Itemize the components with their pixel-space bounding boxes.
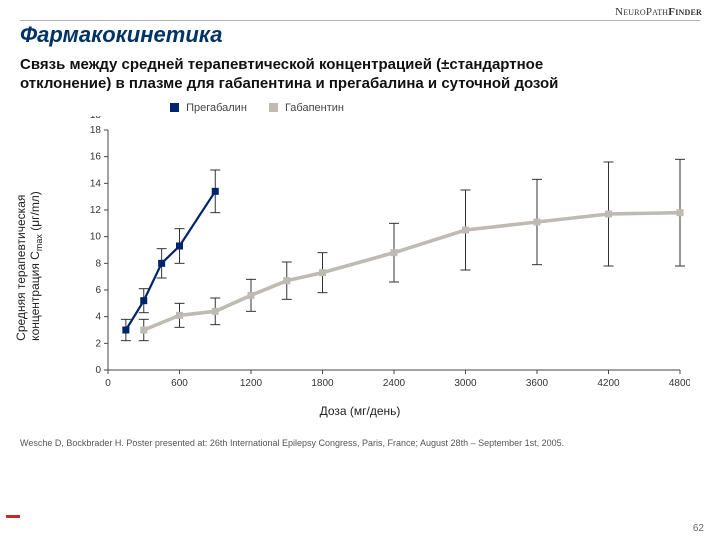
svg-text:3000: 3000 — [454, 378, 477, 389]
brand-part2: Path — [646, 6, 668, 18]
chart-svg: 0 2 4 6 8 10 12 14 16 18 18 0 600 1200 1800 2400 3000 360… — [80, 116, 690, 396]
accent-line — [6, 515, 20, 518]
brand-logo: NeuroPathFinder — [615, 6, 702, 18]
svg-text:8: 8 — [95, 258, 101, 269]
page-title: Фармакокинетика — [20, 22, 700, 48]
citation-text: Wesche D, Bockbrader H. Poster presented… — [20, 438, 700, 449]
legend-item-pregabalin: Прегабалин — [170, 102, 247, 114]
svg-text:2: 2 — [95, 338, 101, 349]
brand-part1: Neuro — [615, 6, 646, 18]
svg-text:1200: 1200 — [240, 378, 263, 389]
brand-part3: Finder — [668, 6, 702, 18]
svg-text:14: 14 — [90, 178, 102, 189]
ylabel-line2-suffix: (μг/mл) — [28, 191, 42, 234]
svg-text:18: 18 — [90, 125, 102, 136]
chart-container: Средняя терапевтическая концентрация Cma… — [20, 116, 700, 416]
ylabel-line2-sub: max — [34, 234, 44, 251]
legend-swatch-gabapentin — [269, 103, 278, 112]
title-rule — [20, 20, 700, 21]
svg-text:0: 0 — [105, 378, 111, 389]
svg-text:3600: 3600 — [526, 378, 549, 389]
svg-text:4200: 4200 — [597, 378, 620, 389]
svg-text:6: 6 — [95, 285, 101, 296]
legend-item-gabapentin: Габапентин — [269, 102, 344, 114]
svg-text:4: 4 — [95, 311, 101, 322]
page-root: NeuroPathFinder Фармакокинетика Связь ме… — [0, 0, 720, 540]
y-axis-label: Средняя терапевтическая концентрация Cma… — [14, 191, 44, 341]
svg-text:2400: 2400 — [383, 378, 406, 389]
page-number: 62 — [693, 523, 704, 534]
svg-text:12: 12 — [90, 205, 102, 216]
page-subtitle: Связь между средней терапевтической конц… — [20, 56, 620, 94]
legend-swatch-pregabalin — [170, 103, 179, 112]
ylabel-line2-prefix: концентрация C — [28, 251, 42, 341]
x-axis-label: Доза (мг/день) — [320, 404, 401, 418]
svg-text:16: 16 — [90, 151, 102, 162]
svg-text:10: 10 — [90, 231, 102, 242]
chart-legend: Прегабалин Габапентин — [170, 102, 700, 114]
legend-label-pregabalin: Прегабалин — [186, 102, 247, 114]
ylabel-line1: Средняя терапевтическая — [14, 194, 28, 340]
legend-label-gabapentin: Габапентин — [285, 102, 344, 114]
svg-text:18: 18 — [90, 116, 102, 121]
svg-text:0: 0 — [95, 365, 101, 376]
svg-text:4800: 4800 — [669, 378, 690, 389]
svg-text:600: 600 — [171, 378, 188, 389]
svg-text:1800: 1800 — [311, 378, 334, 389]
